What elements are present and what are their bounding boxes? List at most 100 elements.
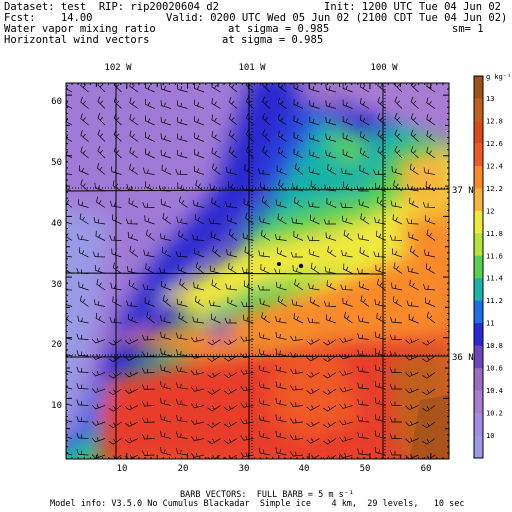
wind-barb [374, 331, 386, 340]
wind-barb [290, 418, 304, 424]
wind-barb [277, 146, 287, 159]
wind-barb [228, 129, 238, 142]
field1-line: Water vapor mixing ratio [4, 23, 156, 35]
wind-barb [208, 217, 221, 225]
dataset-line: Dataset: test RIP: rip20020604 d2 [4, 1, 219, 13]
wind-barb [96, 162, 106, 175]
wind-barb [306, 372, 320, 378]
wind-barb [342, 215, 353, 225]
wind-barb [177, 264, 188, 274]
wind-barb [144, 215, 155, 225]
wind-barb [389, 234, 403, 241]
wind-barb [309, 248, 320, 258]
wind-barb [292, 265, 304, 274]
wind-barb [423, 283, 436, 291]
wind-barb [405, 388, 419, 394]
sigma2-line: at sigma = 0.985 [222, 34, 324, 46]
wind-barb [277, 97, 287, 109]
wind-barb [258, 168, 271, 175]
wind-barb [357, 349, 370, 357]
colorbar-level-label: 11.6 [486, 252, 503, 260]
wind-barb [325, 116, 337, 126]
wind-barb [389, 367, 403, 373]
colorbar-swatch [474, 278, 483, 302]
wind-barb [228, 83, 238, 93]
wind-barb [91, 437, 106, 443]
wind-barb [342, 99, 353, 109]
wind-barb [373, 169, 386, 175]
wind-barb [389, 433, 403, 439]
colorbar: g kg⁻¹ 10 10.2 10.4 10.6 10.8 11 11.2 11.4 11.6 1… [473, 73, 511, 459]
y-tick-labels: 10 20 30 40 50 60 [51, 97, 62, 411]
wind-barb [228, 146, 238, 159]
wind-barb [339, 436, 353, 442]
wind-barb [356, 267, 370, 274]
wind-barb [422, 201, 436, 208]
wind-barb [262, 96, 271, 109]
wind-barb [407, 266, 419, 274]
wind-barb [410, 129, 419, 142]
wind-barb [160, 83, 172, 93]
wind-barb [142, 201, 155, 208]
wind-barb [258, 250, 271, 258]
wind-barb [77, 315, 89, 324]
wind-barb [306, 339, 320, 345]
valid-line: Valid: 0200 UTC Wed 05 Jun 02 (2100 CDT … [166, 12, 508, 24]
wind-barb [176, 100, 188, 109]
wind-barb [392, 296, 403, 307]
wind-barb [294, 197, 304, 208]
wind-barb [373, 251, 386, 258]
wind-barb [405, 371, 419, 377]
longitude-label: 102 W [104, 63, 132, 73]
wind-barb [80, 129, 89, 142]
wind-barb [275, 364, 287, 373]
wind-barb [340, 167, 353, 175]
wind-barb [327, 246, 337, 258]
wind-barb [129, 113, 139, 126]
wind-barb [309, 133, 320, 142]
wind-barb [343, 311, 353, 324]
wind-barb [327, 164, 337, 175]
wind-barb [93, 299, 106, 307]
wind-barb [91, 387, 106, 393]
wind-barb [309, 214, 320, 225]
wind-barb [141, 367, 155, 374]
wind-barb [124, 437, 139, 444]
wind-barb [405, 421, 419, 427]
wind-barb [146, 311, 155, 324]
colorbar-level-label: 10.8 [486, 342, 503, 350]
wind-barb [211, 98, 221, 109]
wind-barb [357, 415, 370, 423]
wind-barb [195, 296, 205, 307]
wind-barb [160, 315, 172, 324]
wind-barb [422, 438, 436, 445]
wind-barb [210, 231, 221, 241]
wind-barb [391, 166, 403, 175]
wind-barb [145, 115, 155, 126]
wind-barb [357, 366, 370, 373]
wind-barb [290, 451, 304, 457]
wind-barb [258, 365, 271, 373]
wind-barb [405, 454, 419, 459]
wind-barb [259, 216, 271, 225]
wind-barb [178, 196, 188, 208]
wind-barb [323, 405, 337, 412]
wind-barb [323, 372, 337, 379]
wind-barb [410, 96, 419, 109]
wind-barb [323, 300, 337, 307]
wind-barb [160, 100, 172, 109]
wind-barb [113, 96, 122, 109]
longitude-label: 100 W [370, 63, 398, 73]
wind-barb [211, 114, 221, 126]
wind-barb [422, 421, 436, 429]
wind-barb [66, 251, 73, 258]
wind-barb [108, 438, 122, 445]
wind-barb [194, 149, 205, 159]
wind-barb [223, 339, 238, 346]
wind-barb [76, 333, 89, 340]
wind-barb [326, 280, 337, 291]
wind-barb [91, 420, 106, 426]
wind-barb [126, 300, 139, 307]
wind-barb [409, 197, 419, 208]
colorbar-swatch [474, 120, 483, 144]
